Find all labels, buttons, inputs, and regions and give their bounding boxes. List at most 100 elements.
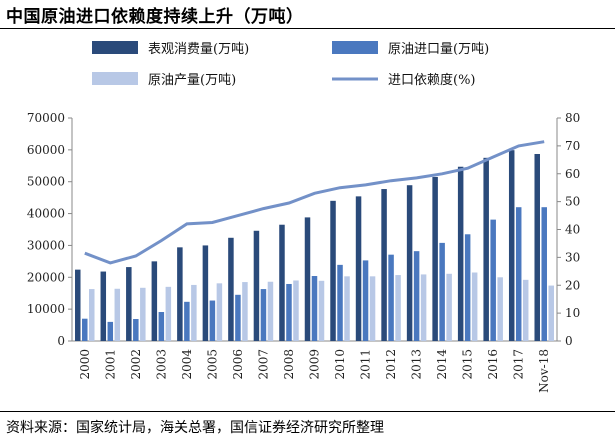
bar-production: [191, 284, 197, 341]
bar-import: [158, 312, 165, 341]
bar-import: [107, 321, 114, 341]
legend-label-production: 原油产量(万吨): [148, 73, 236, 88]
y-left-tick-label: 10000: [27, 302, 65, 316]
bar-import: [413, 251, 420, 341]
y-left-tick-label: 30000: [27, 238, 65, 252]
bar-production: [318, 280, 325, 341]
bar-import: [133, 319, 139, 341]
bar-import: [337, 264, 343, 341]
x-tick-label: 2007: [256, 349, 270, 380]
y-right-tick-label: 40: [565, 223, 580, 237]
bar-import: [184, 301, 190, 341]
bar-production: [293, 280, 299, 341]
x-tick-label: 2017: [512, 349, 526, 380]
source-divider: [0, 411, 615, 412]
bar-consumption: [126, 267, 132, 341]
bar-production: [267, 281, 274, 341]
bar-production: [216, 283, 223, 341]
y-right-tick-label: 60: [565, 167, 580, 181]
bar-consumption: [406, 185, 413, 341]
bar-consumption: [483, 157, 489, 341]
x-tick-label: 2015: [461, 349, 475, 380]
y-right-tick-label: 50: [565, 195, 580, 209]
x-tick-label: 2014: [435, 349, 449, 380]
source-note: 资料来源：国家统计局，海关总署，国信证券经济研究所整理: [6, 420, 384, 436]
bar-import: [388, 254, 394, 341]
y-right-tick-label: 20: [565, 278, 580, 292]
bar-production: [114, 288, 121, 341]
x-tick-label: 2011: [359, 349, 373, 380]
x-tick-label: 2012: [384, 349, 398, 380]
bar-consumption: [508, 150, 515, 341]
x-tick-label: Nov-18: [537, 349, 551, 393]
bar-import: [541, 207, 547, 341]
chart-title: 中国原油进口依赖度持续上升（万吨）: [6, 7, 304, 27]
bar-production: [344, 276, 350, 341]
y-right-tick-label: 70: [565, 139, 580, 153]
y-right-tick-label: 0: [565, 334, 573, 348]
legend-swatch-production: [92, 72, 138, 85]
y-right-tick-label: 80: [565, 111, 580, 125]
bar-import: [260, 289, 267, 341]
x-tick-label: 2009: [308, 349, 322, 380]
bar-import: [439, 242, 445, 341]
x-tick-label: 2013: [410, 349, 424, 380]
bar-consumption: [75, 269, 81, 341]
y-right-tick-label: 10: [565, 306, 580, 320]
y-left-tick-label: 20000: [27, 270, 65, 284]
legend-label-dependency: 进口依赖度(%): [388, 72, 476, 88]
bar-production: [446, 273, 452, 341]
x-tick-label: 2004: [180, 349, 194, 380]
bar-import: [490, 219, 496, 341]
bar-consumption: [534, 153, 540, 341]
y-right-tick-label: 30: [565, 250, 580, 264]
y-left-tick-label: 40000: [27, 207, 65, 221]
bar-consumption: [381, 189, 387, 341]
bar-import: [362, 260, 369, 341]
x-tick-label: 2008: [282, 349, 296, 380]
bar-import: [209, 300, 216, 341]
chart-canvas: 0 10000 20000 30000 40000 50000 60000 70000 0 10 2…: [27, 41, 580, 393]
legend-swatch-import: [332, 41, 378, 54]
x-tick-label: 2016: [486, 349, 500, 380]
bar-consumption: [457, 166, 464, 341]
bar-production: [497, 277, 503, 341]
x-tick-label: 2002: [129, 349, 143, 380]
bar-consumption: [202, 245, 209, 341]
x-tick-label: 2001: [103, 349, 117, 380]
bar-production: [420, 274, 427, 341]
bar-production: [89, 289, 95, 341]
bar-production: [242, 282, 248, 341]
bar-production: [548, 285, 554, 341]
title-divider: [0, 28, 615, 29]
bar-consumption: [253, 230, 260, 341]
y-left-tick-label: 60000: [27, 143, 65, 157]
dependency-line: [84, 140, 545, 265]
bar-consumption: [228, 237, 234, 341]
bar-consumption: [177, 247, 183, 341]
y-left-tick-label: 50000: [27, 175, 65, 189]
y-left-tick-label: 0: [57, 334, 65, 348]
bar-import: [286, 283, 292, 341]
legend-label-import: 原油进口量(万吨): [388, 42, 489, 57]
bar-consumption: [279, 224, 285, 341]
legend-label-consumption: 表观消费量(万吨): [148, 42, 249, 57]
bar-production: [395, 275, 401, 341]
x-tick-label: 2005: [205, 349, 219, 380]
bar-production: [369, 276, 376, 341]
x-tick-label: 2006: [231, 349, 245, 380]
bar-import: [82, 318, 88, 341]
bar-consumption: [304, 217, 311, 341]
bar-import: [464, 234, 471, 341]
x-tick-label: 2010: [333, 349, 347, 380]
bar-consumption: [355, 196, 362, 341]
bar-consumption: [100, 271, 107, 341]
bar-production: [140, 287, 146, 341]
bar-production: [165, 286, 172, 341]
x-tick-label: 2000: [78, 349, 92, 380]
bar-production: [522, 279, 529, 341]
x-tick-label: 2003: [154, 349, 168, 380]
bar-import: [311, 276, 318, 341]
bar-import: [515, 207, 522, 341]
bar-production: [471, 272, 478, 341]
